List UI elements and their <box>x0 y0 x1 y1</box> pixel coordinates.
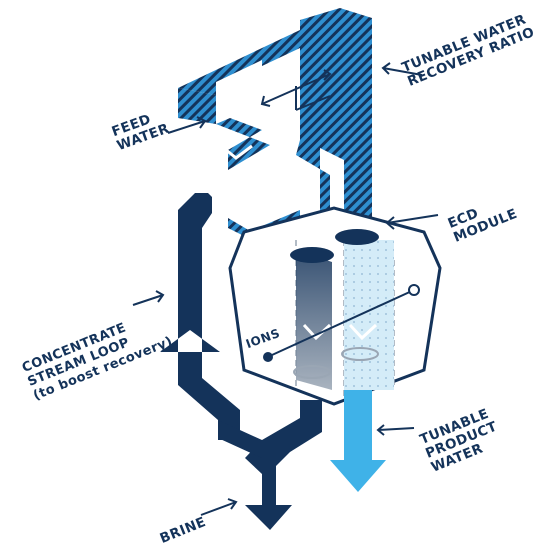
ratio-bracket <box>260 69 332 111</box>
brine-pipe <box>218 400 322 530</box>
ecd-module <box>228 206 442 406</box>
concentrate-loop-pipe <box>160 193 240 440</box>
leader-arrows <box>132 62 439 516</box>
ion-path <box>263 284 420 362</box>
feed-water-pipe <box>178 8 372 265</box>
product-water-pipe <box>330 390 386 492</box>
ion-dot <box>263 352 273 362</box>
